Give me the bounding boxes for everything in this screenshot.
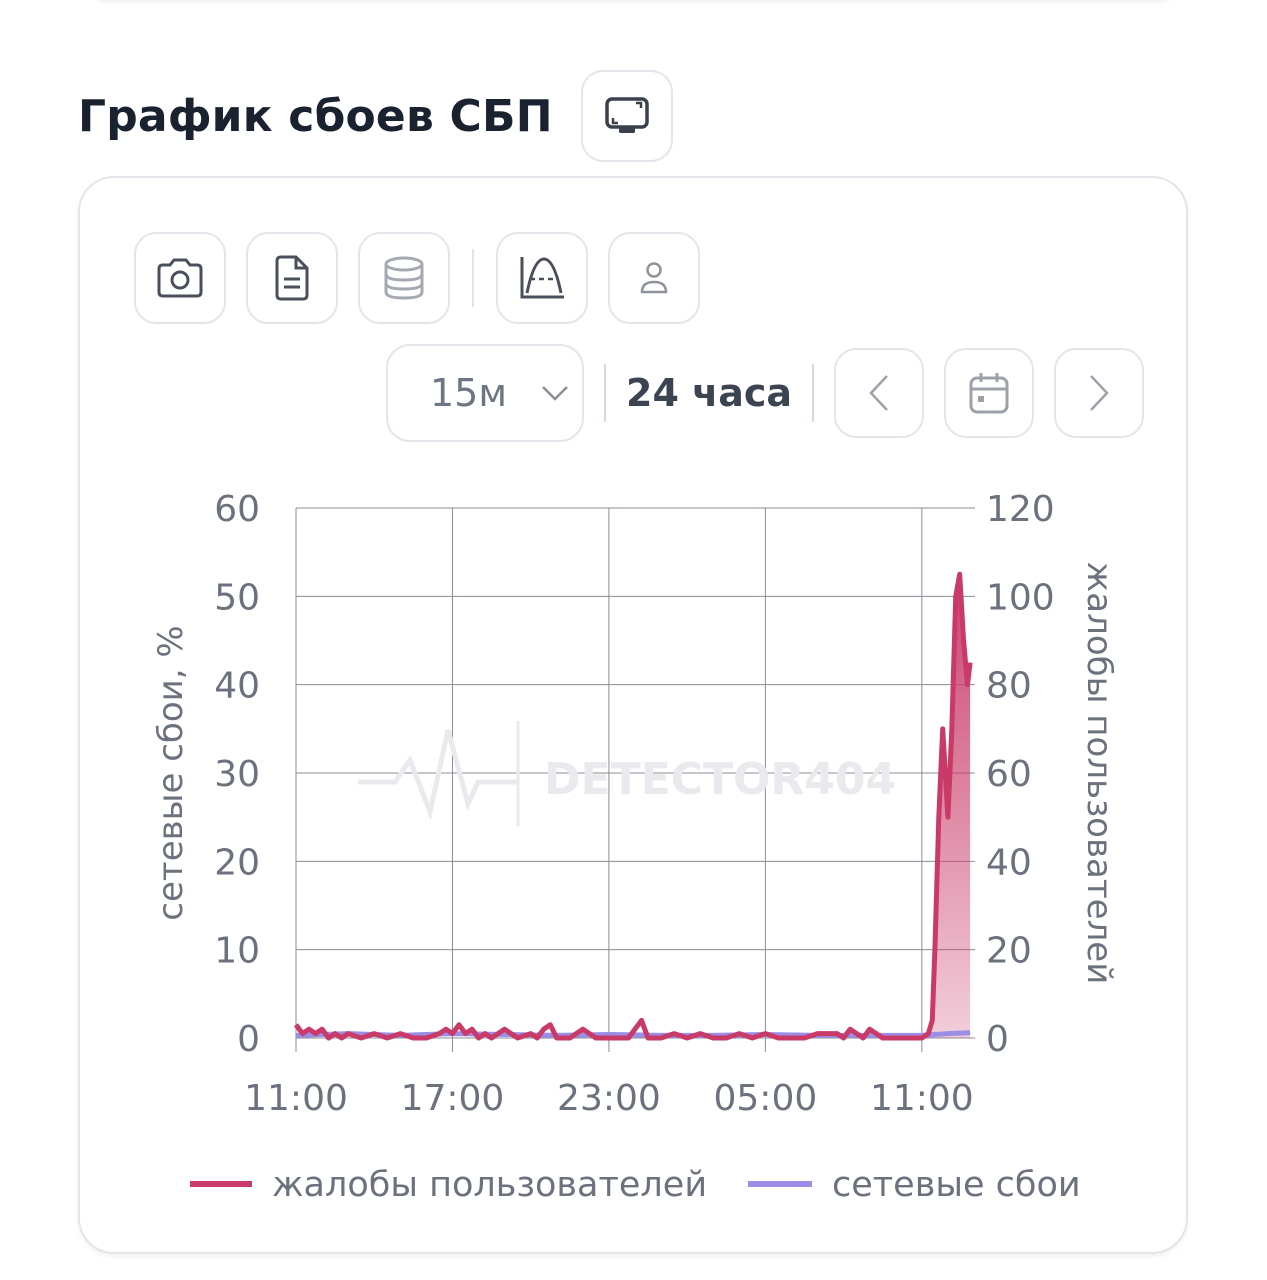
x-tick-label: 17:00	[401, 1078, 505, 1119]
y-left-tick-label: 50	[214, 577, 260, 618]
camera-icon	[157, 258, 203, 298]
chart-card: 15м 24 часа 0 0 10 20 20 40 30 60 40 80 50 100	[78, 176, 1188, 1254]
controls-divider	[604, 364, 606, 422]
chevron-left-icon	[869, 375, 888, 411]
export-document-button[interactable]	[246, 232, 338, 324]
y-right-tick-label: 80	[986, 666, 1032, 707]
title-row: График сбоев СБП	[78, 70, 673, 162]
y-left-tick-label: 0	[237, 1019, 260, 1060]
y-left-tick-label: 60	[214, 489, 260, 530]
series-line-outages	[295, 1030, 971, 1038]
watermark-text: DETECTOR404	[544, 754, 896, 805]
y-right-tick-label: 20	[986, 931, 1032, 972]
failure-chart: 0 0 10 20 20 40 30 60 40 80 50 100 60 120 11:00 17:00 23…	[151, 489, 1119, 1205]
smoothing-button[interactable]	[496, 232, 588, 324]
page-title: График сбоев СБП	[78, 90, 553, 142]
y-right-tick-label: 40	[986, 842, 1032, 883]
calendar-icon	[969, 373, 1009, 414]
curve-icon	[520, 257, 564, 299]
legend-label-outages: сетевые сбои	[832, 1165, 1081, 1205]
chevron-right-icon	[1090, 375, 1109, 411]
y-left-tick-label: 10	[214, 931, 260, 972]
x-tick-label: 23:00	[557, 1078, 661, 1119]
watermark-logo-icon	[358, 729, 518, 821]
controls-divider	[812, 364, 815, 422]
legend-label-complaints: жалобы пользователей	[272, 1165, 707, 1205]
x-tick-label: 05:00	[714, 1078, 818, 1119]
series-line-complaints	[293, 571, 973, 1041]
time-controls: 15м 24 часа	[386, 344, 1164, 442]
interval-value: 15м	[430, 371, 508, 415]
y-right-tick-label: 120	[986, 489, 1055, 530]
data-source-button[interactable]	[358, 232, 450, 324]
y-right-tick-label: 100	[986, 577, 1055, 618]
y-left-axis-title: сетевые сбои, %	[151, 625, 191, 920]
toolbar-divider	[472, 249, 474, 307]
monitor-icon	[605, 97, 649, 133]
fullscreen-button[interactable]	[580, 70, 673, 162]
calendar-button[interactable]	[944, 348, 1035, 438]
chevron-down-icon	[542, 386, 568, 401]
interval-select[interactable]: 15м	[386, 344, 584, 442]
database-icon	[384, 256, 424, 300]
y-left-tick-label: 20	[214, 842, 260, 883]
range-label: 24 часа	[626, 371, 793, 415]
y-right-tick-label: 0	[986, 1019, 1009, 1060]
user-icon	[640, 262, 668, 294]
y-right-tick-label: 60	[986, 754, 1032, 795]
y-left-tick-label: 40	[214, 666, 260, 707]
x-tick-label: 11:00	[244, 1078, 348, 1119]
screenshot-button[interactable]	[134, 232, 226, 324]
y-right-axis-title: жалобы пользователей	[1079, 562, 1119, 985]
user-filter-button[interactable]	[608, 232, 700, 324]
next-period-button[interactable]	[1054, 348, 1145, 438]
document-icon	[275, 255, 309, 301]
x-tick-label: 11:00	[870, 1078, 974, 1119]
previous-period-button[interactable]	[834, 348, 925, 438]
chart-toolbar	[134, 232, 720, 324]
y-left-tick-label: 30	[214, 754, 260, 795]
